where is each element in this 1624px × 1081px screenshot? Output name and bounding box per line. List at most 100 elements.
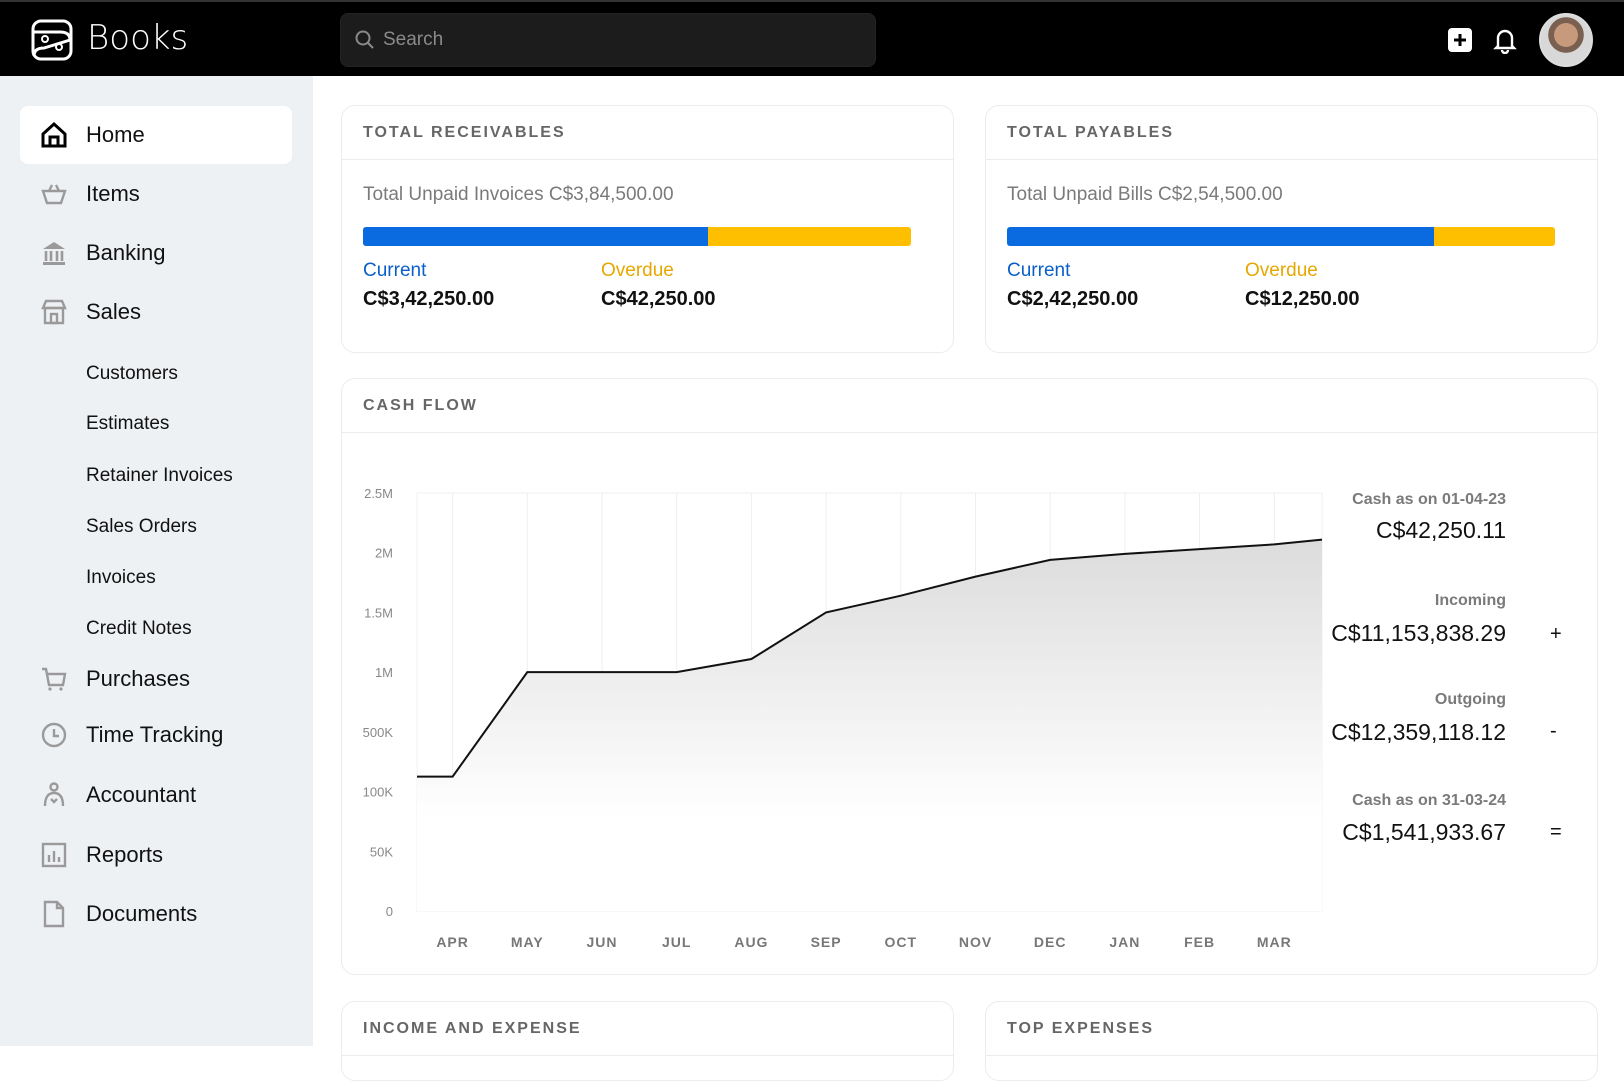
cash-flow-line xyxy=(417,538,1323,778)
current-label: Current xyxy=(1007,260,1071,281)
sidebar-item-label: Accountant xyxy=(86,782,197,807)
sidebar-item-items[interactable]: Items xyxy=(20,165,292,223)
summary-label: Cash as on 01-04-23 xyxy=(1352,491,1506,508)
home-icon xyxy=(41,121,67,148)
x-tick-label: MAY xyxy=(511,934,544,950)
data-point[interactable] xyxy=(1048,558,1052,562)
x-tick-label: APR xyxy=(436,934,469,950)
summary-value: C$1,541,933.67 xyxy=(1342,819,1506,845)
top-expenses-card: TOP EXPENSES xyxy=(985,1001,1598,1081)
y-tick-label: 100K xyxy=(363,785,394,800)
bell-icon[interactable] xyxy=(1491,26,1519,54)
x-tick-label: OCT xyxy=(885,934,918,950)
sidebar-item-label: Customers xyxy=(86,363,178,384)
y-tick-label: 1.5M xyxy=(364,605,393,620)
sidebar: Home Items Banking Sales Customers Estimates R… xyxy=(0,76,313,1046)
overdue-amount[interactable]: C$12,250.00 xyxy=(1245,288,1360,310)
overdue-amount[interactable]: C$42,250.00 xyxy=(601,288,716,310)
sidebar-item-label: Invoices xyxy=(86,567,156,588)
clock-icon xyxy=(41,722,67,748)
sidebar-item-estimates[interactable]: Estimates xyxy=(20,395,292,453)
y-tick-label: 2M xyxy=(375,546,393,561)
search-input[interactable] xyxy=(383,14,863,66)
card-title: INCOME AND EXPENSE xyxy=(342,1002,953,1056)
plus-sign: + xyxy=(1550,623,1562,645)
sidebar-item-time-tracking[interactable]: Time Tracking xyxy=(20,706,292,764)
sidebar-item-label: Purchases xyxy=(86,666,190,691)
books-logo-icon[interactable] xyxy=(30,18,74,62)
data-point[interactable] xyxy=(1198,547,1202,551)
y-tick-label: 500K xyxy=(363,725,394,740)
total-receivables-card: TOTAL RECEIVABLES Total Unpaid Invoices … xyxy=(341,105,954,353)
unpaid-total: Total Unpaid Invoices C$3,84,500.00 xyxy=(363,184,674,205)
sidebar-item-label: Reports xyxy=(86,842,164,867)
app-title: Books xyxy=(87,18,189,58)
data-point[interactable] xyxy=(525,670,529,674)
cash-flow-card: CASH FLOW 0 50K 100K 500K 1M 1.5M 2M 2.5M APR MAY… xyxy=(341,378,1598,975)
x-tick-label: FEB xyxy=(1184,934,1215,950)
store-icon xyxy=(41,299,67,325)
data-point[interactable] xyxy=(451,775,455,779)
data-point[interactable] xyxy=(824,610,828,614)
data-point[interactable] xyxy=(675,670,679,674)
basket-icon xyxy=(41,184,67,205)
sidebar-item-purchases[interactable]: Purchases xyxy=(20,650,292,708)
current-segment xyxy=(363,227,709,246)
cart-icon xyxy=(42,667,67,691)
document-icon xyxy=(43,900,65,928)
data-point[interactable] xyxy=(1272,542,1276,546)
y-tick-label: 0 xyxy=(386,904,393,919)
sidebar-item-label: Items xyxy=(86,181,140,206)
income-expense-card: INCOME AND EXPENSE xyxy=(341,1001,954,1081)
current-amount[interactable]: C$3,42,250.00 xyxy=(363,288,495,310)
data-point[interactable] xyxy=(1123,552,1127,556)
sidebar-item-credit-notes[interactable]: Credit Notes xyxy=(20,600,292,658)
x-tick-label: AUG xyxy=(734,934,768,950)
x-tick-label: JUN xyxy=(586,934,617,950)
current-label: Current xyxy=(363,260,427,281)
sidebar-item-reports[interactable]: Reports xyxy=(20,826,292,884)
card-title: CASH FLOW xyxy=(342,379,1597,433)
sidebar-item-label: Retainer Invoices xyxy=(86,465,233,486)
avatar[interactable] xyxy=(1539,13,1593,67)
sidebar-item-documents[interactable]: Documents xyxy=(20,885,292,943)
summary-value: C$11,153,838.29 xyxy=(1331,620,1506,646)
sidebar-item-label: Sales Orders xyxy=(86,516,197,537)
sidebar-item-home[interactable]: Home xyxy=(20,106,292,164)
overdue-label: Overdue xyxy=(601,260,674,281)
y-tick-label: 50K xyxy=(370,844,393,859)
data-point[interactable] xyxy=(974,575,978,579)
data-point[interactable] xyxy=(600,670,604,674)
sidebar-item-banking[interactable]: Banking xyxy=(20,224,292,282)
sidebar-item-retainer-invoices[interactable]: Retainer Invoices xyxy=(20,447,292,505)
unpaid-total: Total Unpaid Bills C$2,54,500.00 xyxy=(1007,184,1283,205)
overdue-label: Overdue xyxy=(1245,260,1318,281)
current-amount[interactable]: C$2,42,250.00 xyxy=(1007,288,1139,310)
accountant-icon xyxy=(43,782,65,807)
sidebar-item-accountant[interactable]: Accountant xyxy=(20,766,292,824)
x-tick-label: DEC xyxy=(1034,934,1067,950)
card-title: TOP EXPENSES xyxy=(986,1002,1597,1056)
sidebar-item-customers[interactable]: Customers xyxy=(20,345,292,403)
card-title: TOTAL RECEIVABLES xyxy=(342,106,953,160)
y-tick-label: 2.5M xyxy=(364,486,393,501)
data-point[interactable] xyxy=(749,657,753,661)
sidebar-item-invoices[interactable]: Invoices xyxy=(20,549,292,607)
current-segment xyxy=(1007,227,1435,246)
sidebar-item-sales[interactable]: Sales xyxy=(20,283,292,341)
sidebar-item-label: Documents xyxy=(86,901,198,926)
search-box[interactable] xyxy=(340,13,876,67)
x-tick-label: JAN xyxy=(1109,934,1140,950)
receivables-progress-bar xyxy=(363,227,911,246)
sidebar-item-label: Banking xyxy=(86,240,166,265)
area-fill xyxy=(417,539,1322,911)
data-point[interactable] xyxy=(899,594,903,598)
equals-sign: = xyxy=(1550,821,1562,843)
plus-square-icon[interactable] xyxy=(1446,26,1474,54)
summary-label: Incoming xyxy=(1434,592,1506,609)
sidebar-item-label: Sales xyxy=(86,299,142,324)
sidebar-item-sales-orders[interactable]: Sales Orders xyxy=(20,498,292,556)
minus-sign: - xyxy=(1550,720,1557,742)
summary-label: Cash as on 31-03-24 xyxy=(1352,792,1506,809)
summary-label: Outgoing xyxy=(1434,691,1506,708)
